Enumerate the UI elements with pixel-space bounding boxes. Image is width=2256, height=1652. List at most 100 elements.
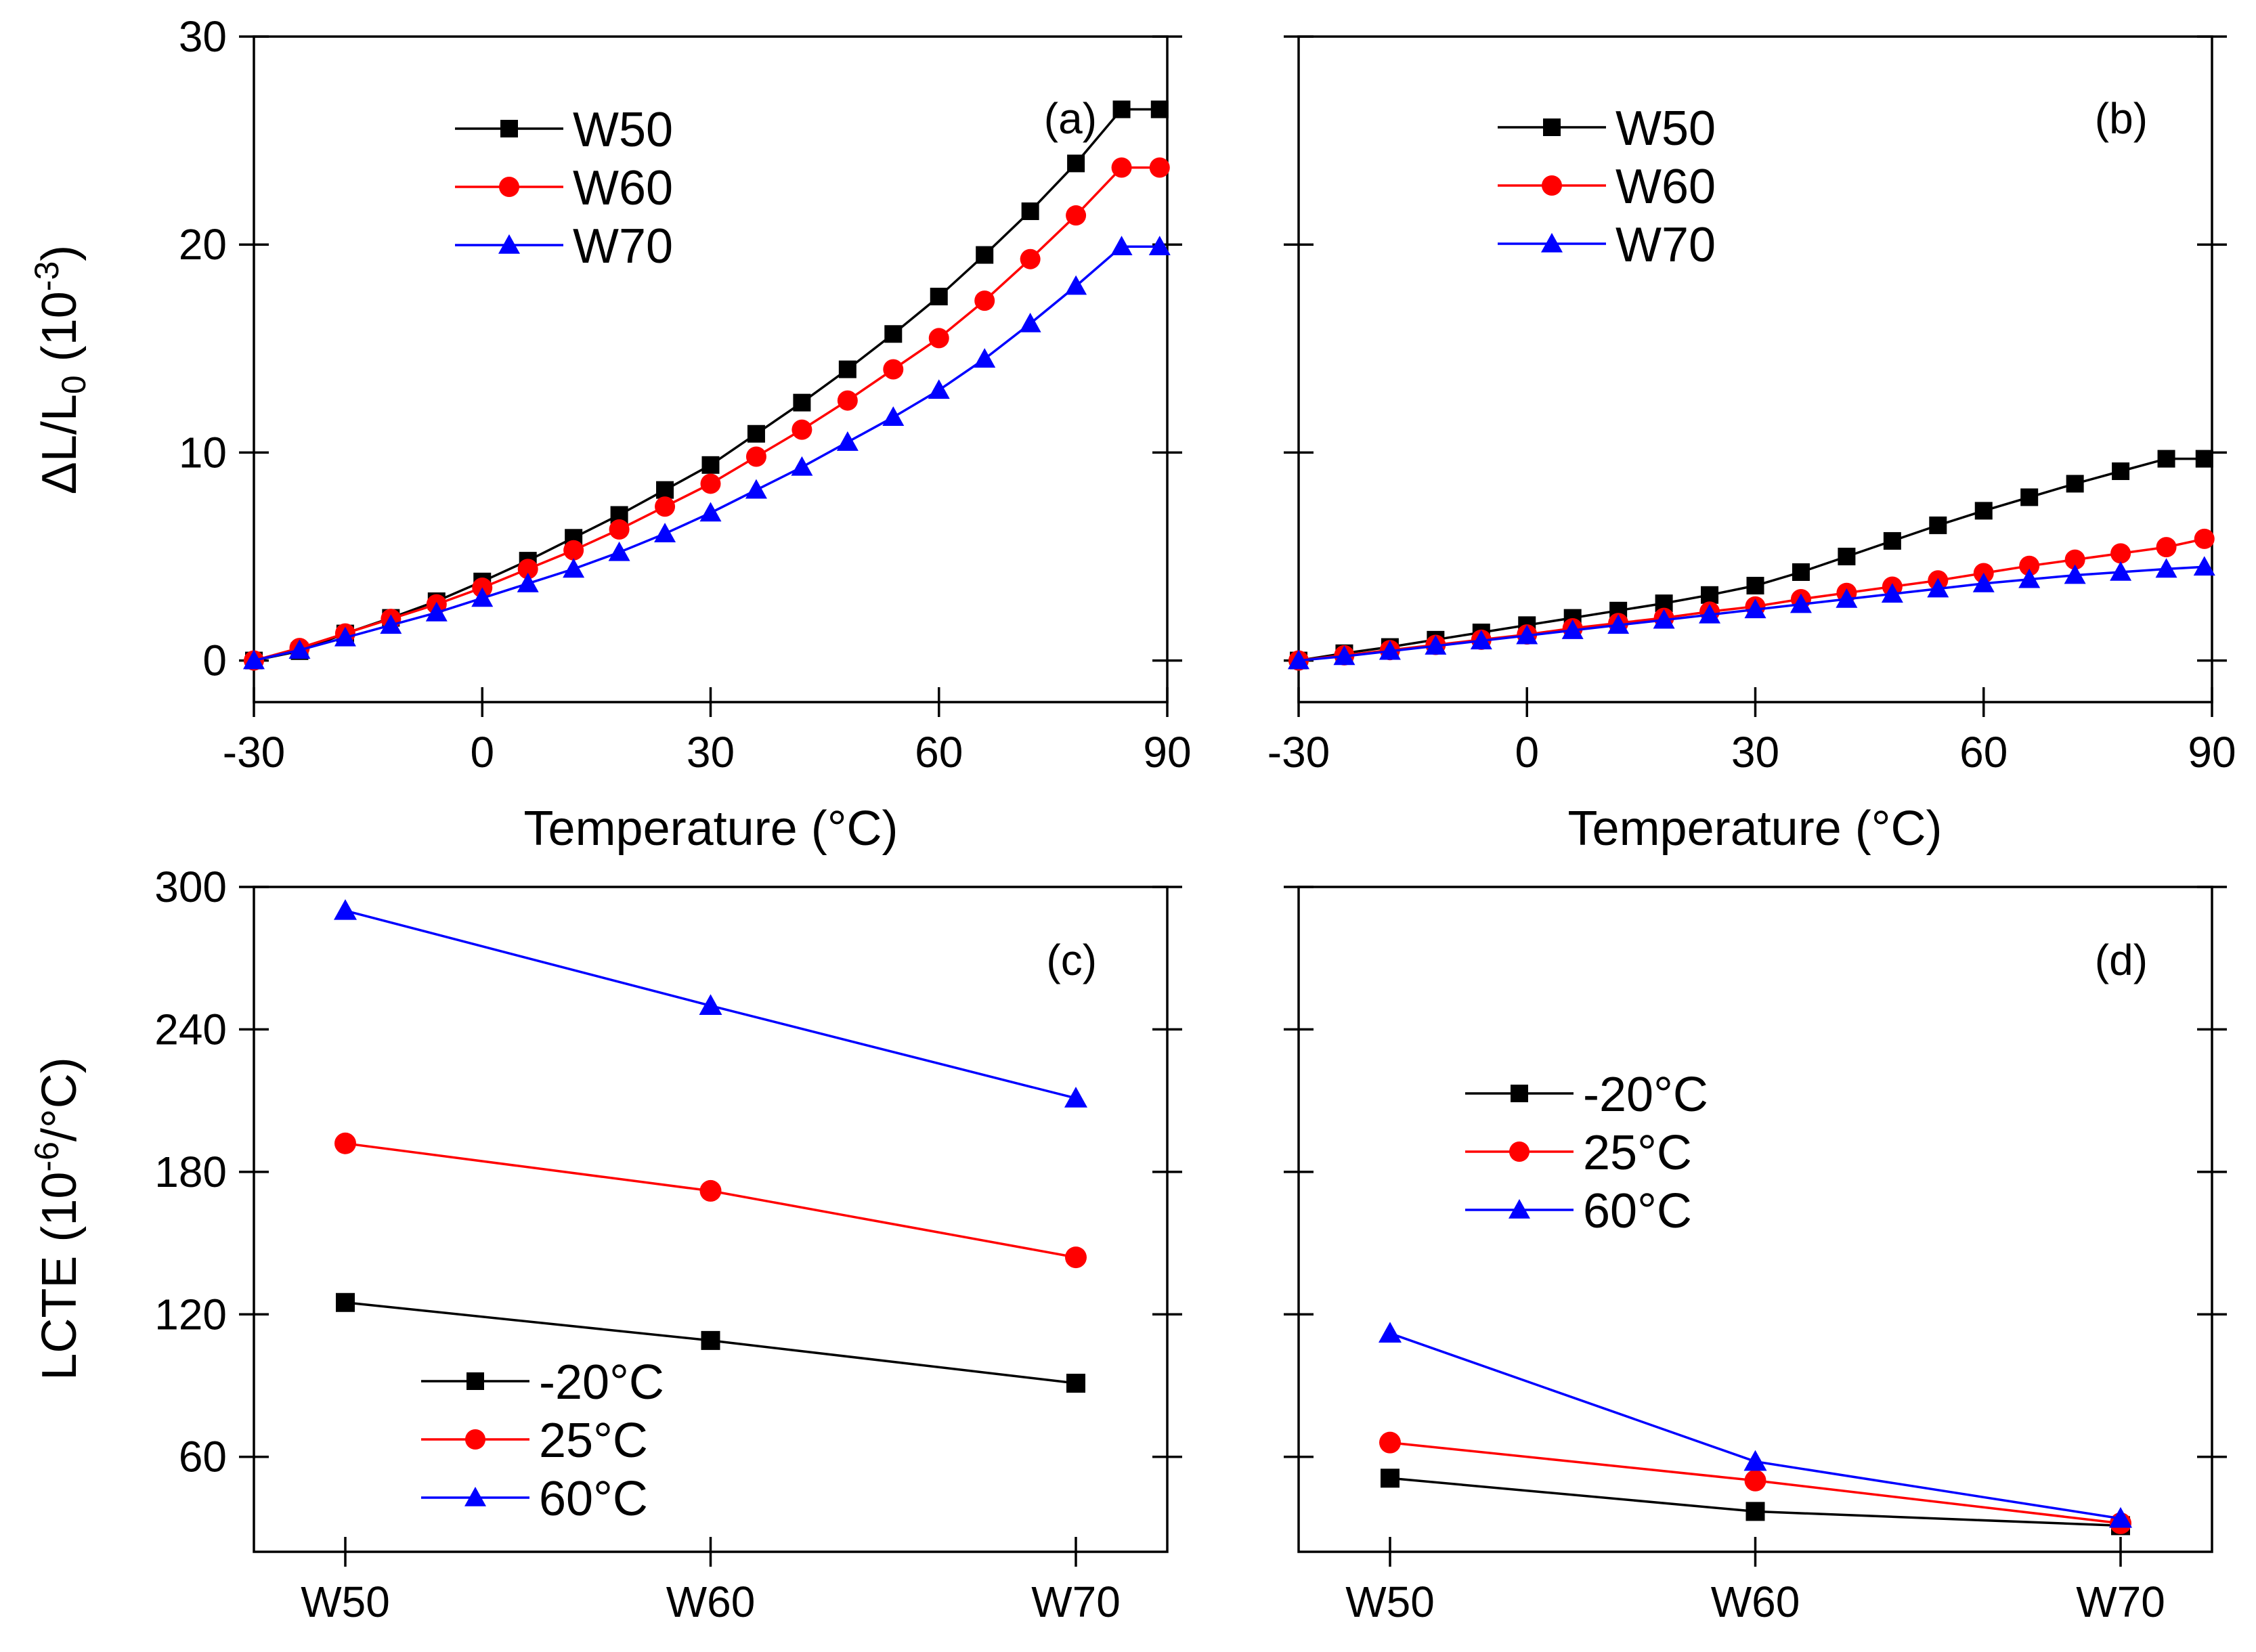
data-point	[1066, 1373, 1085, 1393]
data-point	[2157, 450, 2175, 468]
x-tick-label: W60	[1711, 1578, 1800, 1626]
series-line	[253, 108, 1160, 662]
legend-entry: 60°C	[421, 1472, 648, 1526]
x-tick-label: 0	[1515, 728, 1539, 777]
x-axis-label: Temperature (°C)	[1568, 802, 1943, 856]
legend-label: 25°C	[1583, 1126, 1692, 1180]
data-point	[2018, 568, 2041, 588]
legend-marker	[500, 120, 518, 137]
data-point	[745, 446, 766, 467]
data-point	[517, 572, 539, 592]
data-point	[334, 626, 356, 647]
data-point	[747, 425, 765, 443]
data-point	[700, 473, 721, 494]
axis-ticks: -30 0 30 60 90 0 10 20 30	[179, 12, 1192, 777]
data-point	[701, 456, 720, 474]
panel-label: (d)	[2095, 936, 2148, 984]
y-tick-label: 120	[154, 1290, 227, 1339]
data-point	[1789, 593, 1812, 613]
y-axis-label-main: ΔL/L	[32, 394, 87, 494]
data-point	[793, 393, 811, 412]
y-axis-label-exponent: -6	[28, 1142, 66, 1171]
data-point	[1148, 236, 1171, 256]
data-point	[2155, 558, 2177, 578]
data-point	[334, 1132, 356, 1154]
legend-entry: 25°C	[421, 1414, 648, 1468]
data-point	[1381, 1469, 1400, 1488]
data-point	[1333, 645, 1355, 666]
panel-label: (c)	[1046, 936, 1097, 984]
data-point	[243, 649, 265, 670]
y-axis-label-unit-close: )	[32, 245, 87, 261]
legend-label: W60	[573, 161, 673, 215]
x-tick-label: W50	[1345, 1578, 1435, 1626]
x-tick-label: -30	[223, 728, 286, 777]
data-point	[1111, 157, 1132, 178]
data-point	[1743, 1450, 1767, 1471]
y-tick-label: 30	[179, 12, 227, 61]
data-point	[1699, 603, 1721, 624]
data-point	[2194, 528, 2215, 549]
data-point	[884, 325, 903, 343]
data-point	[1881, 583, 1903, 603]
data-point	[1379, 1322, 1402, 1343]
x-tick-label: W70	[1031, 1578, 1121, 1626]
data-point	[701, 1330, 720, 1350]
data-point	[336, 1292, 355, 1312]
data-point	[1149, 157, 1170, 178]
data-point	[609, 519, 630, 540]
y-axis-label-unit-close: /°C)	[32, 1057, 87, 1142]
data-point	[1746, 576, 1764, 594]
series-W60	[244, 157, 1170, 671]
y-axis-label-main: LCTE	[32, 1256, 87, 1381]
plot-frame	[253, 886, 1169, 1553]
data-point	[2064, 564, 2086, 584]
legend-marker	[1542, 175, 1562, 196]
y-tick-label: 20	[179, 220, 227, 269]
legend-marker	[1511, 1085, 1528, 1102]
data-point	[1838, 547, 1856, 565]
legend-label: W50	[1615, 102, 1716, 156]
data-point	[380, 614, 402, 634]
y-tick-label: 300	[154, 863, 227, 911]
x-tick-label: -30	[1267, 728, 1330, 777]
data-point	[2020, 488, 2039, 506]
data-point	[1064, 1087, 1087, 1108]
data-point	[976, 246, 994, 264]
x-tick-label: 30	[687, 728, 735, 777]
y-axis-label-subscript: 0	[55, 375, 93, 394]
y-axis-label-unit: (10	[32, 291, 87, 375]
data-point	[1112, 100, 1131, 118]
data-point	[838, 360, 856, 378]
data-point	[1379, 640, 1401, 660]
data-point	[1701, 586, 1719, 604]
legend-entry: W50	[1498, 102, 1716, 156]
series-25°C	[334, 1132, 1087, 1269]
data-point	[974, 290, 995, 311]
data-point	[608, 541, 630, 561]
data-point	[791, 456, 813, 476]
data-point	[930, 287, 948, 305]
legend-entry: 25°C	[1465, 1126, 1692, 1180]
data-point	[2066, 475, 2084, 493]
panel-d: W50 W60 W70 (d) -20°C25°C60°C	[1284, 886, 2227, 1626]
data-point	[517, 559, 538, 580]
data-point	[1792, 563, 1810, 582]
data-point	[1425, 635, 1447, 655]
y-axis-label: LCTE (10-6/°C)	[28, 1057, 87, 1380]
data-point	[1653, 609, 1675, 629]
legend-label: W60	[1615, 160, 1716, 214]
legend-label: -20°C	[1583, 1068, 1708, 1122]
axis-ticks: -30 0 30 60 90	[1267, 35, 2236, 777]
data-point	[563, 558, 585, 578]
series-60°C	[1379, 1322, 2132, 1528]
legend-marker	[467, 1372, 484, 1390]
legend-label: 60°C	[1583, 1184, 1692, 1238]
data-point	[928, 379, 950, 399]
y-tick-label: 180	[154, 1148, 227, 1196]
legend-marker	[499, 177, 519, 197]
x-tick-label: 30	[1731, 728, 1779, 777]
y-axis-label-exponent: -3	[28, 261, 66, 291]
